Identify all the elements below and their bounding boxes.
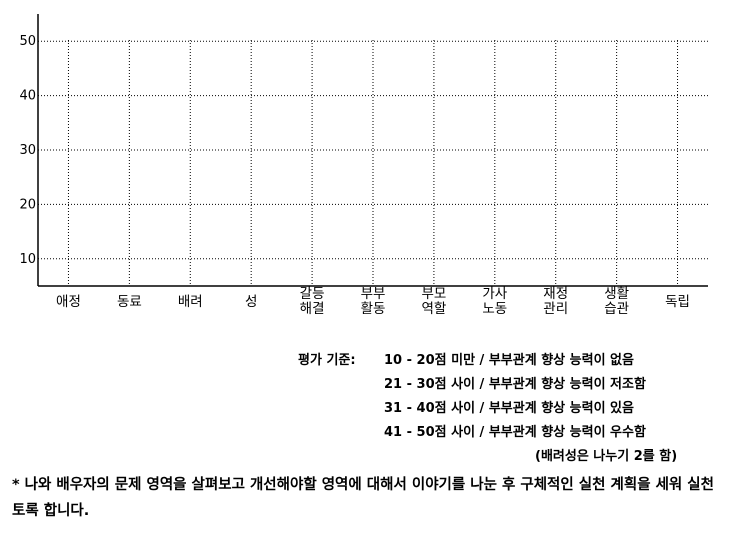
- x-tick-label-3: 배려: [178, 294, 203, 310]
- x-tick-label-1: 애정: [56, 294, 81, 310]
- x-tick-label-6-line-1: 부부: [361, 286, 386, 302]
- x-tick-label-9-line-2: 관리: [543, 301, 568, 317]
- x-tick-label-2-line-1: 동료: [117, 294, 142, 310]
- x-tick-label-11-line-1: 독립: [665, 294, 690, 310]
- legend-line-3: 31 - 40점 사이 / 부부관계 향상 능력이 있음: [384, 401, 634, 416]
- x-tick-label-5-line-2: 해결: [300, 301, 325, 317]
- y-tick-label-20: 20: [19, 197, 36, 212]
- x-tick-label-9: 재정 관리: [543, 286, 568, 317]
- legend-line-2: 21 - 30점 사이 / 부부관계 향상 능력이 저조함: [384, 377, 646, 392]
- chart: 10 20 30 40 50 애정 동료 배려 성 갈등 해결 부부 활동 부모 역할 가사 노동 재정 관리 생활…: [19, 14, 708, 317]
- x-tick-label-10: 생활 습관: [604, 286, 629, 317]
- footnote: * 나와 배우자의 문제 영역을 살펴보고 개선해야할 영역에 대해서 이야기를…: [12, 477, 714, 519]
- x-tick-label-10-line-2: 습관: [604, 301, 629, 317]
- x-tick-label-2: 동료: [117, 294, 142, 310]
- x-tick-label-1-line-1: 애정: [56, 294, 81, 310]
- legend-prefix: 평가 기준:: [298, 353, 356, 368]
- axes: [37, 14, 708, 287]
- x-tick-label-11: 독립: [665, 294, 690, 310]
- x-tick-label-8: 가사 노동: [482, 286, 507, 317]
- y-tick-label-30: 30: [19, 143, 36, 158]
- x-tick-label-8-line-1: 가사: [482, 286, 507, 302]
- legend-note: (배려성은 나누기 2를 함): [535, 449, 678, 464]
- x-tick-label-5-line-1: 갈등: [300, 286, 325, 302]
- x-tick-label-6: 부부 활동: [361, 286, 386, 317]
- x-tick-label-4: 성: [245, 294, 257, 310]
- legend-line-1: 10 - 20점 미만 / 부부관계 향상 능력이 없음: [384, 353, 634, 368]
- x-tick-labels: 애정 동료 배려 성 갈등 해결 부부 활동 부모 역할 가사 노동 재정 관리 생활 습관 독립: [56, 286, 690, 317]
- legend-line-4: 41 - 50점 사이 / 부부관계 향상 능력이 우수함: [384, 425, 646, 440]
- x-tick-label-6-line-2: 활동: [361, 301, 386, 317]
- x-tick-label-7-line-1: 부모: [421, 286, 446, 302]
- y-tick-label-10: 10: [19, 252, 36, 267]
- x-tick-label-7: 부모 역할: [421, 286, 446, 317]
- x-tick-label-9-line-1: 재정: [543, 286, 568, 302]
- x-tick-label-4-line-1: 성: [245, 294, 257, 310]
- x-tick-label-5: 갈등 해결: [300, 286, 325, 317]
- x-tick-label-3-line-1: 배려: [178, 294, 203, 310]
- y-tick-label-50: 50: [19, 34, 36, 49]
- y-tick-labels: 10 20 30 40 50: [19, 34, 36, 267]
- x-tick-label-8-line-2: 노동: [482, 301, 507, 317]
- x-tick-label-10-line-1: 생활: [604, 286, 629, 302]
- y-tick-label-40: 40: [19, 89, 36, 104]
- gridlines: [38, 40, 708, 286]
- x-tick-label-7-line-2: 역할: [421, 301, 446, 317]
